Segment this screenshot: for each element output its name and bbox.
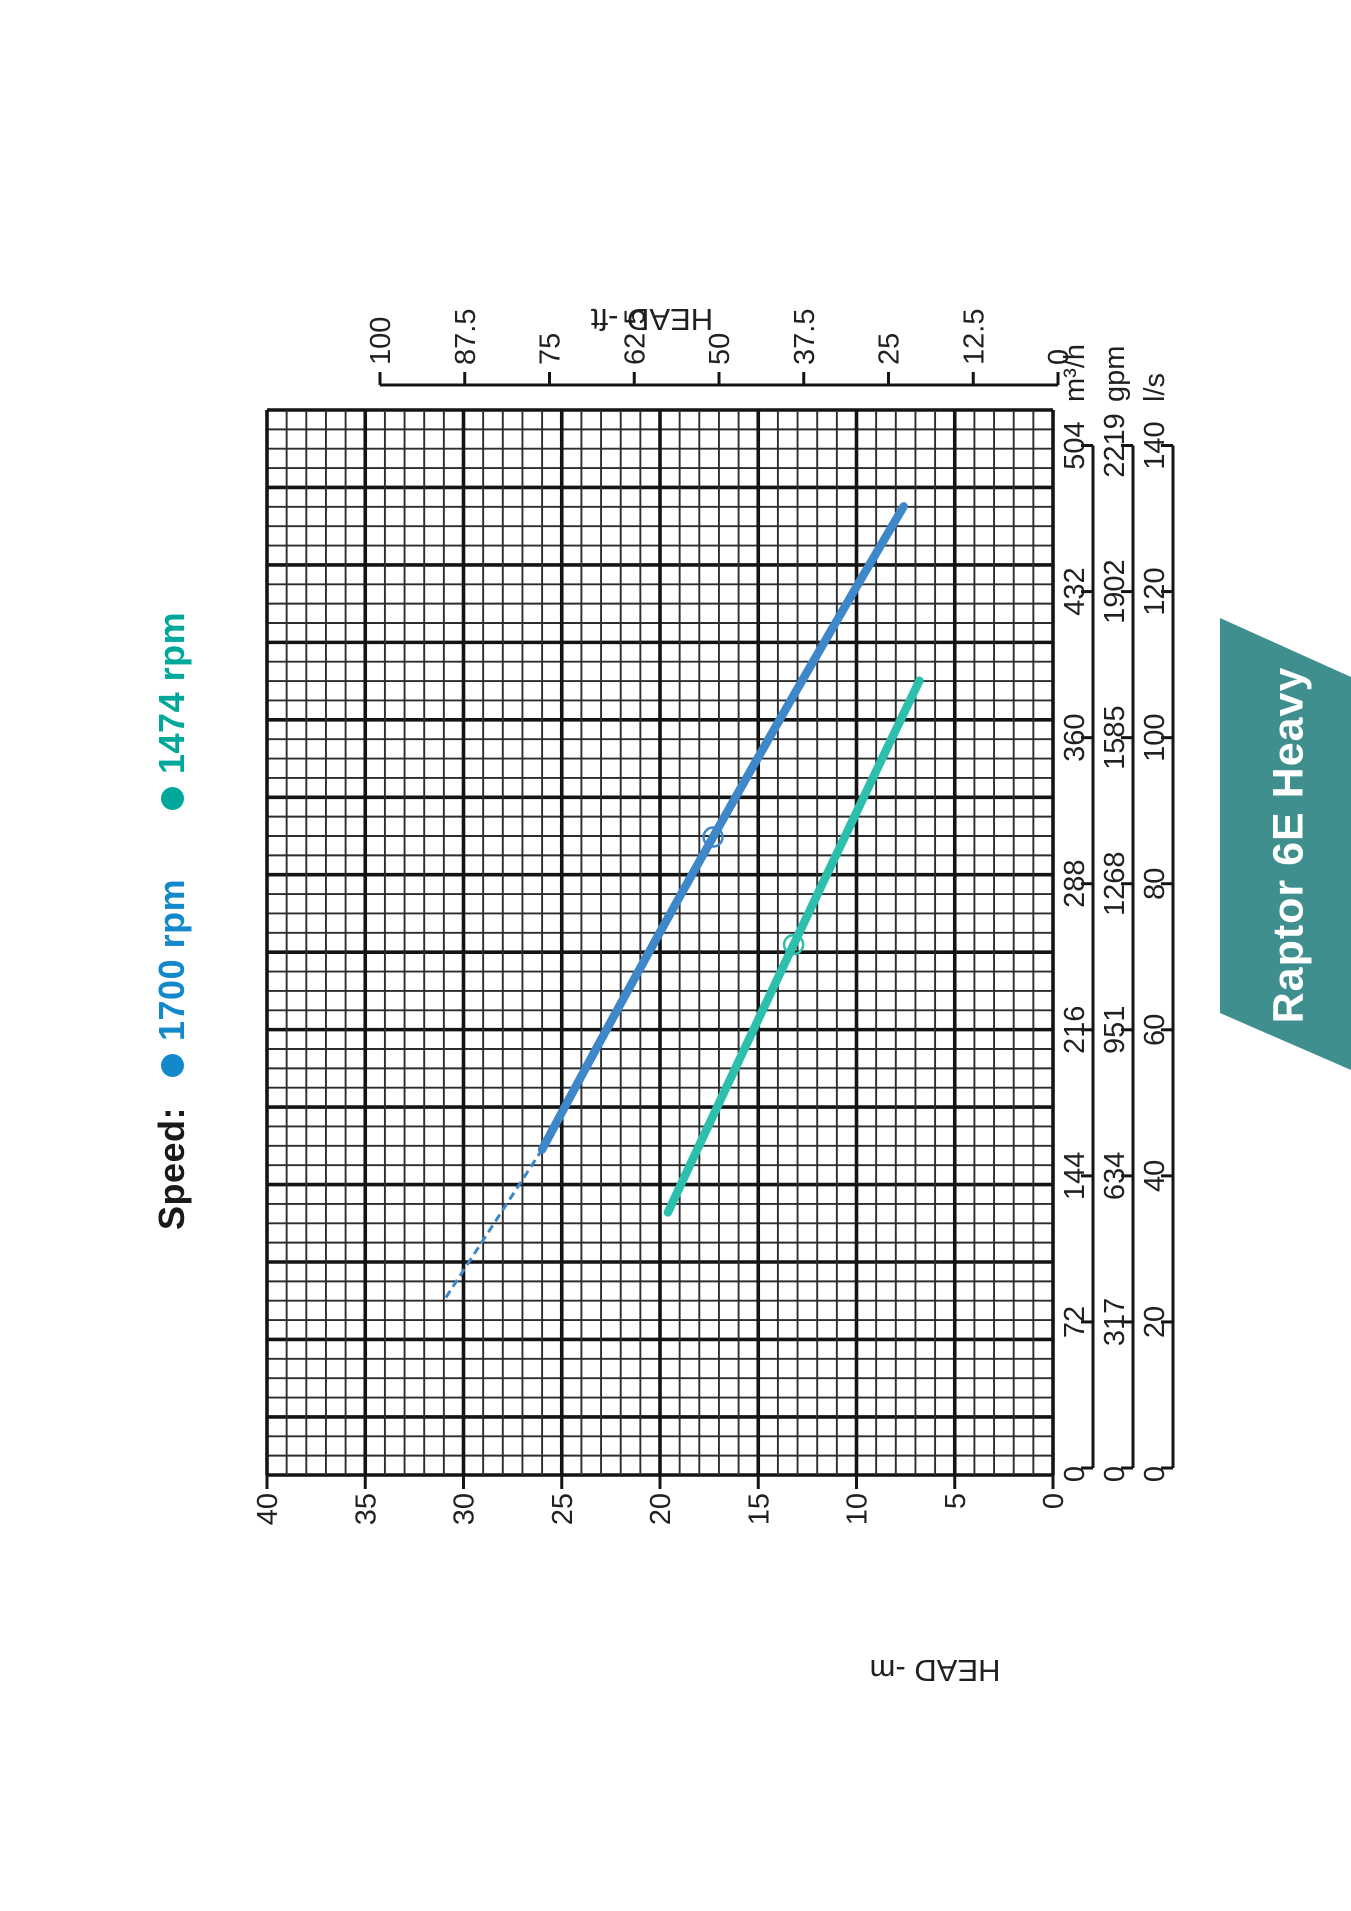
svg-text:20: 20 <box>1139 1306 1171 1338</box>
svg-text:62.5: 62.5 <box>619 309 651 365</box>
svg-text:60: 60 <box>1139 1014 1171 1046</box>
svg-text:25: 25 <box>874 333 906 365</box>
banner-ribbon-shape <box>1220 618 1351 1070</box>
svg-text:HEAD -ft: HEAD -ft <box>590 302 713 337</box>
speed-legend: Speed: 1700 rpm 1474 rpm <box>148 0 196 1911</box>
curve-dashed-low-flow <box>444 1148 544 1299</box>
duty-point-marker-icon <box>782 933 805 956</box>
banner-title: Raptor 6E Heavy <box>1264 667 1312 1024</box>
svg-text:634: 634 <box>1099 1152 1131 1200</box>
product-name-banner: Raptor 6E Heavy <box>1220 618 1351 1070</box>
svg-text:360: 360 <box>1059 713 1091 761</box>
svg-text:75: 75 <box>535 333 567 365</box>
curve-1700-rpm <box>537 502 908 1154</box>
svg-text:72: 72 <box>1059 1306 1091 1338</box>
svg-text:100: 100 <box>365 317 397 365</box>
svg-text:20: 20 <box>645 1493 677 1525</box>
grid-lines <box>265 408 1055 1477</box>
svg-text:30: 30 <box>449 1493 481 1525</box>
svg-text:40: 40 <box>1139 1160 1171 1192</box>
svg-text:0: 0 <box>1043 349 1075 365</box>
svg-text:15: 15 <box>743 1493 775 1525</box>
performance-curves <box>444 502 924 1299</box>
svg-text:37.5: 37.5 <box>789 309 821 365</box>
svg-text:1585: 1585 <box>1099 705 1131 770</box>
svg-text:0: 0 <box>1099 1466 1131 1482</box>
svg-text:1268: 1268 <box>1099 851 1131 916</box>
svg-text:40: 40 <box>252 1493 284 1525</box>
legend-item-label: 1700 rpm <box>151 878 192 1041</box>
svg-text:120: 120 <box>1139 567 1171 615</box>
svg-text:1902: 1902 <box>1099 559 1131 624</box>
svg-text:951: 951 <box>1099 1006 1131 1054</box>
series-color-dot-icon <box>160 787 184 810</box>
svg-text:2219: 2219 <box>1099 413 1131 478</box>
legend-title: Speed: <box>151 1106 192 1230</box>
svg-text:140: 140 <box>1139 421 1171 469</box>
curve-1474-rpm <box>663 676 924 1217</box>
svg-text:144: 144 <box>1059 1152 1091 1200</box>
duty-point-marker-icon <box>702 826 724 848</box>
svg-text:0: 0 <box>1139 1466 1171 1482</box>
svg-text:216: 216 <box>1059 1006 1091 1054</box>
svg-text:5: 5 <box>940 1493 972 1509</box>
legend-item-1700rpm: 1700 rpm <box>148 879 196 1077</box>
series-color-dot-icon <box>160 1054 184 1077</box>
svg-text:l/s: l/s <box>1139 373 1171 402</box>
svg-text:10: 10 <box>842 1493 874 1525</box>
svg-text:50: 50 <box>704 333 736 365</box>
svg-text:100: 100 <box>1139 713 1171 761</box>
svg-text:80: 80 <box>1139 868 1171 900</box>
svg-text:gpm: gpm <box>1099 346 1131 402</box>
svg-text:87.5: 87.5 <box>450 309 482 365</box>
svg-text:m³/h: m³/h <box>1059 344 1091 402</box>
svg-text:HEAD -m: HEAD -m <box>870 1653 1001 1688</box>
svg-text:35: 35 <box>350 1493 382 1525</box>
legend-item-1474rpm: 1474 rpm <box>148 612 196 810</box>
svg-text:317: 317 <box>1099 1298 1131 1346</box>
svg-text:432: 432 <box>1059 567 1091 615</box>
svg-text:288: 288 <box>1059 860 1091 908</box>
svg-text:25: 25 <box>547 1493 579 1525</box>
svg-text:0: 0 <box>1038 1493 1070 1509</box>
svg-text:12.5: 12.5 <box>958 309 990 365</box>
svg-text:504: 504 <box>1059 421 1091 469</box>
svg-text:0: 0 <box>1059 1466 1091 1482</box>
legend-item-label: 1474 rpm <box>151 611 192 774</box>
